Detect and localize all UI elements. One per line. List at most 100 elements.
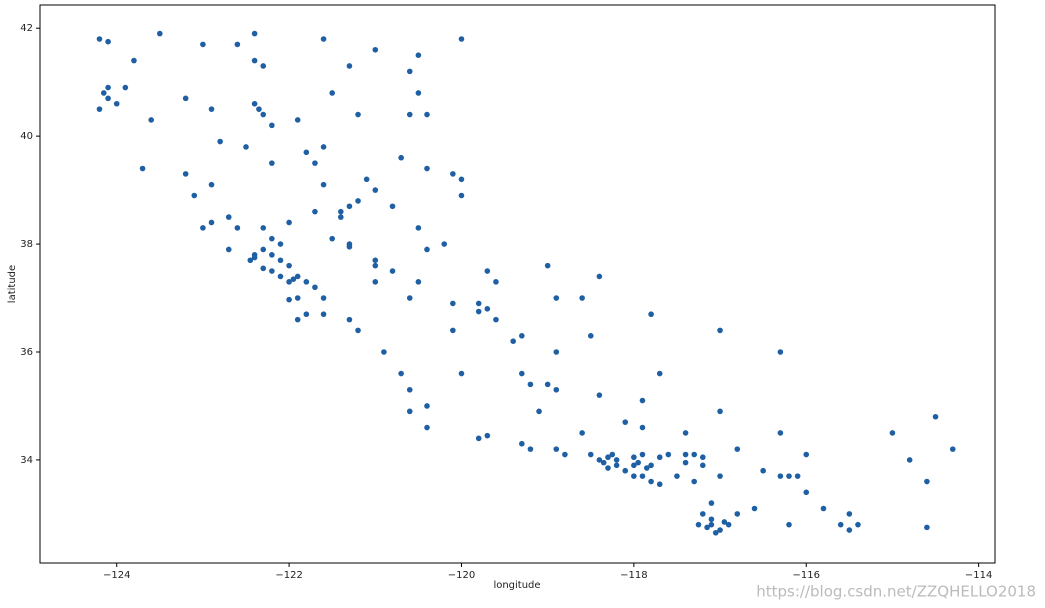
point [553, 349, 560, 355]
point [320, 144, 327, 150]
point [355, 111, 361, 118]
point [665, 451, 672, 458]
point [406, 295, 413, 301]
point [605, 465, 611, 471]
point [424, 246, 430, 253]
point [605, 454, 611, 461]
point [631, 473, 637, 479]
point [475, 308, 482, 315]
point [260, 265, 267, 272]
point [510, 338, 516, 345]
point [622, 419, 629, 425]
point [406, 68, 413, 75]
point [596, 457, 603, 463]
point [609, 451, 616, 458]
point [544, 381, 551, 388]
x-tick-label: −116 [793, 570, 820, 581]
point [725, 521, 732, 528]
point [415, 225, 422, 231]
point [631, 454, 637, 461]
point [312, 284, 318, 291]
y-tick-label: 38 [20, 239, 33, 250]
point [777, 473, 784, 479]
point [286, 262, 292, 269]
point [458, 370, 465, 377]
point [700, 511, 706, 517]
point [372, 279, 379, 285]
point [579, 295, 585, 301]
point [406, 386, 413, 393]
point [786, 521, 792, 528]
point [631, 462, 637, 469]
point [415, 279, 422, 285]
point [406, 111, 413, 118]
point [803, 451, 810, 458]
point [648, 462, 654, 469]
point [329, 235, 335, 242]
point [734, 511, 741, 517]
x-tick-label: −120 [448, 570, 475, 581]
point [820, 505, 827, 512]
point [846, 511, 853, 517]
x-axis-label: longitude [493, 580, 540, 591]
point [475, 300, 482, 307]
x-tick-label: −114 [965, 570, 992, 581]
point [441, 241, 448, 247]
point [837, 521, 844, 528]
point [406, 408, 413, 415]
point [682, 430, 689, 436]
point [105, 38, 111, 45]
point [708, 500, 715, 506]
point [704, 524, 710, 531]
point [639, 473, 646, 479]
point [256, 106, 262, 112]
y-tick-label: 36 [20, 347, 33, 358]
point [372, 46, 379, 53]
point [553, 386, 560, 393]
point [700, 462, 706, 469]
point [695, 521, 702, 528]
point [113, 100, 120, 107]
point [225, 214, 232, 220]
y-tick-label: 34 [20, 455, 33, 466]
point [234, 41, 241, 48]
point [458, 176, 465, 183]
plot-frame [39, 4, 996, 564]
point [105, 95, 111, 102]
point [346, 241, 353, 247]
point [527, 381, 534, 388]
point [398, 154, 404, 161]
point [484, 432, 491, 439]
point [794, 473, 801, 479]
point [346, 63, 353, 69]
point [484, 268, 491, 274]
point [251, 254, 258, 261]
point [381, 349, 387, 355]
point [277, 273, 284, 280]
point [613, 462, 620, 469]
point [269, 252, 275, 258]
point [519, 333, 525, 339]
point [251, 100, 258, 107]
watermark: https://blog.csdn.net/ZZQHELLO2018 [756, 583, 1036, 601]
point [777, 349, 784, 355]
point [635, 459, 641, 466]
point [643, 465, 650, 471]
point [269, 160, 275, 166]
point [320, 311, 327, 318]
point [424, 424, 430, 431]
point [717, 527, 723, 533]
point [527, 446, 534, 452]
point [346, 316, 353, 323]
point [708, 516, 715, 523]
point [100, 90, 107, 96]
point [260, 63, 267, 69]
point [96, 36, 103, 42]
point [277, 257, 284, 264]
point [208, 181, 215, 188]
point [363, 176, 370, 183]
point [182, 171, 189, 177]
point [260, 111, 267, 118]
point [700, 454, 706, 461]
